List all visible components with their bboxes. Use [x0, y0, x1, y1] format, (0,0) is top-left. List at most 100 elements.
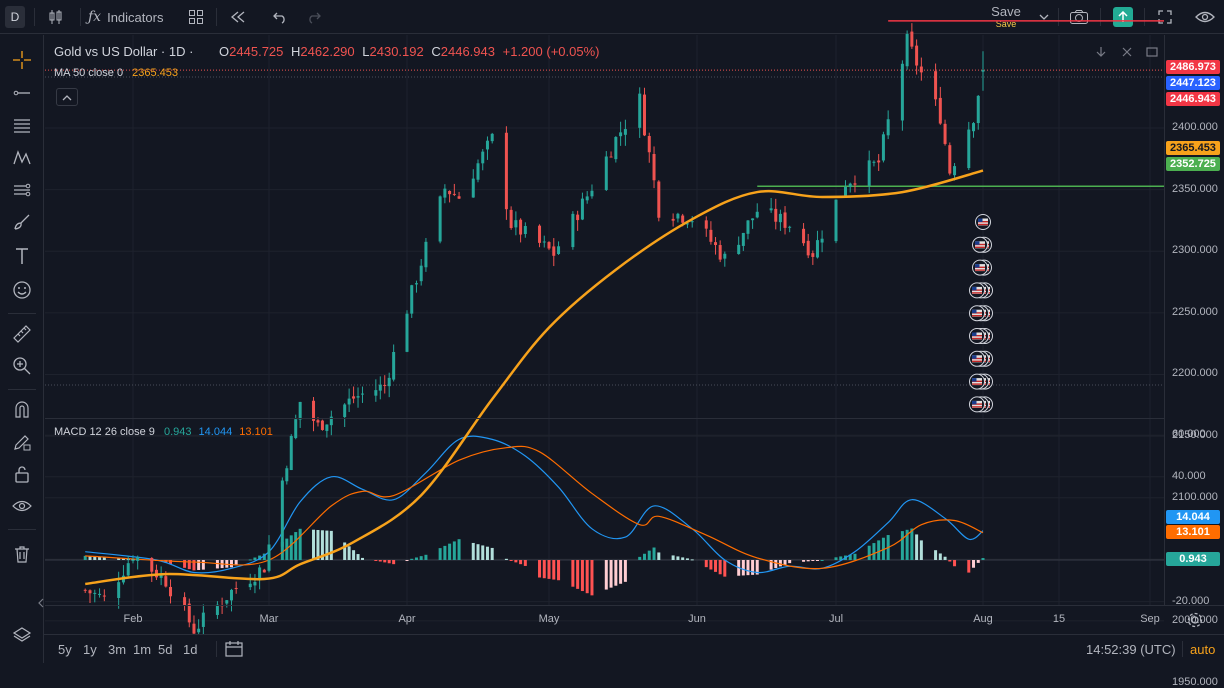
zoom-tool[interactable]: [0, 351, 44, 381]
save-dropdown-button[interactable]: [1036, 0, 1052, 34]
histogram-bar: [948, 560, 952, 562]
text-tool[interactable]: [0, 241, 44, 271]
signal-line-label: 13.101: [1166, 525, 1220, 539]
text-icon: [16, 248, 28, 264]
save-button[interactable]: Save Save: [986, 0, 1026, 34]
snapshot-button[interactable]: [1066, 0, 1092, 34]
histogram-bar: [604, 560, 608, 590]
lock-tool[interactable]: [0, 459, 44, 489]
candle-body-down: [938, 97, 942, 124]
flag-stripe: [976, 360, 986, 362]
replay-button[interactable]: [226, 0, 250, 34]
candle-body-up: [490, 133, 494, 142]
flag-ring: [972, 236, 988, 253]
histogram-bar: [815, 560, 819, 561]
us-flag-icon: [976, 236, 992, 253]
flag-canton: [980, 286, 985, 291]
histogram-bar: [117, 557, 121, 560]
crosshair-icon: [13, 51, 31, 69]
fib-tool[interactable]: [0, 111, 44, 141]
grid-icon: [189, 10, 203, 24]
histogram-bar: [590, 560, 594, 596]
trend-line-tool[interactable]: [0, 78, 44, 108]
undo-button[interactable]: [268, 0, 292, 34]
candle-body-down: [647, 136, 651, 153]
time-tick-label: Feb: [123, 613, 143, 625]
remove-drawings-tool[interactable]: [0, 539, 44, 569]
redo-button[interactable]: [302, 0, 326, 34]
histogram-bar: [154, 560, 158, 561]
flag-canton: [972, 286, 977, 291]
symbol-logo-button[interactable]: D: [4, 0, 26, 34]
pattern-tool[interactable]: [0, 143, 44, 173]
us-flag-icon: [969, 350, 985, 367]
chart-canvas[interactable]: [0, 0, 1224, 663]
collapse-icon: [1122, 47, 1132, 57]
candle-body-up: [197, 628, 201, 633]
flag-ring: [969, 305, 985, 322]
emoji-tool[interactable]: [0, 275, 44, 305]
candle-body-down: [802, 228, 806, 244]
histogram-bar: [414, 557, 418, 560]
object-tree-button[interactable]: [0, 620, 44, 650]
candle-body-down: [262, 569, 266, 573]
flag-ring: [977, 282, 993, 299]
forecast-tool[interactable]: [0, 175, 44, 205]
collapse-pane-button[interactable]: [1120, 45, 1134, 59]
function-icon: ƒx: [88, 9, 102, 25]
magnet-tool[interactable]: [0, 395, 44, 425]
candle-body-down: [915, 45, 919, 66]
low-key: L: [362, 44, 370, 59]
publish-button[interactable]: [1112, 0, 1134, 34]
range-button-1d[interactable]: 1d: [183, 641, 198, 657]
collapse-toolbar-handle[interactable]: [38, 595, 44, 611]
candle-body-up: [848, 183, 852, 188]
candle-body-down: [934, 71, 938, 100]
date-range-button[interactable]: [224, 635, 244, 663]
fullscreen-button[interactable]: [1154, 0, 1176, 34]
templates-button[interactable]: [184, 0, 208, 34]
ma-price-label: 2365.453: [1166, 141, 1220, 155]
maximize-pane-button[interactable]: [1145, 45, 1159, 59]
candle-body-down: [811, 253, 815, 257]
flag-stripe: [972, 360, 982, 362]
collapse-legend-button[interactable]: [56, 88, 78, 106]
clock[interactable]: 14:52:39 (UTC): [1086, 641, 1176, 657]
time-tick-label: Jun: [688, 613, 706, 625]
indicators-button[interactable]: ƒx Indicators: [88, 0, 174, 34]
flag-stripe: [972, 383, 982, 385]
chart-type-button[interactable]: [42, 0, 70, 34]
flag-field: [972, 332, 982, 340]
pattern-icon: [13, 150, 31, 165]
scale-settings-button[interactable]: [1186, 611, 1206, 629]
range-button-5y[interactable]: 5y: [58, 641, 72, 657]
auto-scale-button[interactable]: auto: [1190, 641, 1216, 657]
flag-ring: [977, 373, 993, 390]
move-pane-down-button[interactable]: [1094, 45, 1108, 59]
range-button-1y[interactable]: 1y: [83, 641, 97, 657]
range-button-3m[interactable]: 3m: [108, 641, 127, 657]
histogram-bar: [709, 560, 713, 570]
symbol-legend[interactable]: Gold vs US Dollar · 1D · O2445.725 H2462…: [54, 44, 599, 59]
range-button-5d[interactable]: 5d: [158, 641, 173, 657]
macd-legend[interactable]: MACD 12 26 close 9 0.943 14.044 13.101: [54, 426, 273, 438]
stay-drawing-tool[interactable]: [0, 427, 44, 457]
range-button-1m[interactable]: 1m: [133, 641, 152, 657]
histogram-bar: [83, 555, 87, 560]
brush-tool[interactable]: [0, 207, 44, 237]
histogram-bar: [419, 556, 423, 560]
hide-drawings-tool[interactable]: [0, 491, 44, 521]
ma-legend[interactable]: MA 50 close 0 2365.453: [54, 67, 178, 79]
candle-body-up: [976, 95, 980, 124]
separator: [1182, 641, 1183, 657]
visibility-button[interactable]: [1192, 0, 1218, 34]
flag-field: [980, 400, 990, 408]
histogram-bar: [443, 545, 447, 560]
crosshair-tool[interactable]: [0, 45, 44, 75]
measure-tool[interactable]: [0, 319, 44, 349]
candle-body-up: [374, 390, 378, 396]
histogram-bar: [972, 560, 976, 568]
histogram-bar: [834, 557, 838, 560]
macd-line: [85, 435, 984, 574]
histogram-bar: [642, 553, 646, 560]
